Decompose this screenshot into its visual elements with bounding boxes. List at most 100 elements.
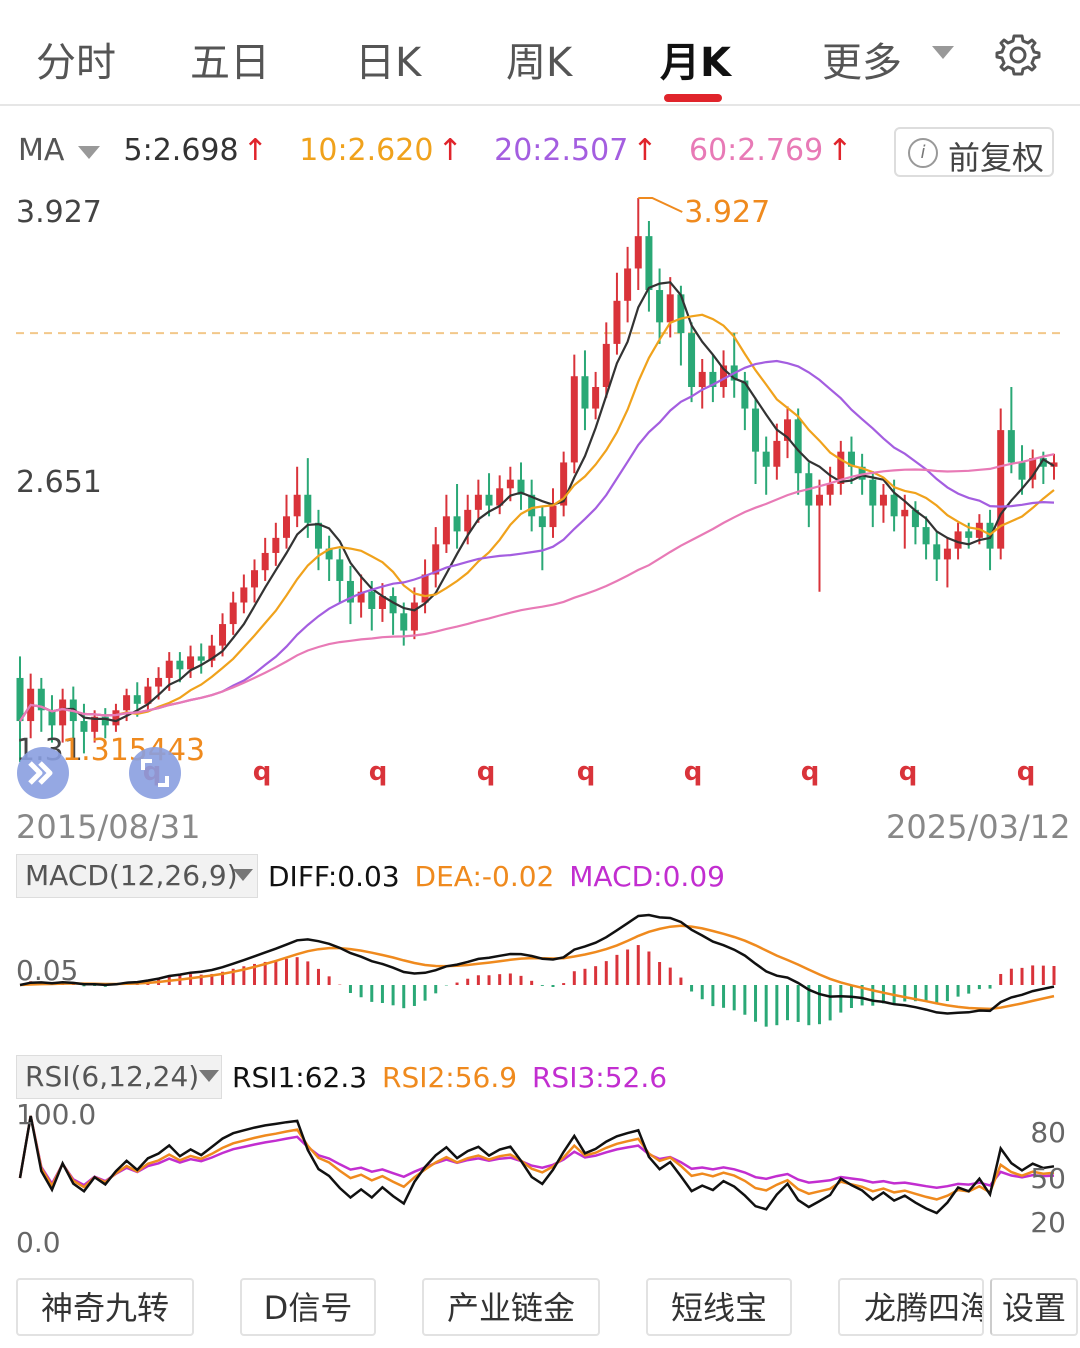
macd-diff: DIFF:0.03	[268, 860, 400, 893]
candle-body	[37, 688, 45, 711]
candle-body	[645, 236, 653, 291]
d-signal-button[interactable]: D信号	[240, 1278, 376, 1336]
rsi2-value: RSI2:56.9	[381, 1061, 518, 1094]
candle-body	[741, 380, 749, 409]
high-marker-pointer	[638, 197, 683, 213]
short-term-button[interactable]: 短线宝	[646, 1278, 792, 1336]
candle-body	[837, 451, 845, 484]
tab-monthly-k[interactable]: 月K	[660, 40, 731, 86]
candle-body	[464, 509, 472, 532]
q-marker: q	[477, 757, 496, 787]
candle-body	[570, 376, 578, 463]
candle-body	[688, 333, 696, 388]
candle-body	[251, 570, 259, 588]
candle-body	[208, 645, 216, 661]
candle-body	[123, 695, 131, 711]
tab-weekly-k[interactable]: 周K	[506, 40, 573, 86]
candle-body	[410, 602, 418, 631]
candle-body	[933, 544, 941, 560]
candle-body	[922, 527, 930, 545]
adjust-mode-button[interactable]: i 前复权	[894, 127, 1054, 177]
macd-chart[interactable]: 0.05	[0, 900, 1080, 1050]
start-date: 2015/08/31	[16, 808, 201, 846]
candle-body	[581, 376, 589, 409]
gear-icon[interactable]	[995, 32, 1041, 78]
candle-body	[144, 686, 152, 704]
ma-line-ma5	[19, 281, 1055, 723]
candle-body	[560, 462, 568, 506]
ma-line-ma60	[19, 453, 1055, 722]
rsi3-line	[18, 1115, 1055, 1189]
info-icon: i	[908, 138, 938, 168]
ma-selector[interactable]: MA	[18, 133, 65, 168]
candle-body	[304, 494, 312, 523]
q-marker: q	[253, 757, 272, 787]
rsi-chart[interactable]: 100.0 0.0 80 50 20	[0, 1100, 1080, 1260]
rsi-selector[interactable]: RSI(6,12,24)	[16, 1055, 222, 1099]
candle-body	[325, 548, 333, 560]
period-tabs: 分时 五日 日K 周K 月K 更多	[0, 0, 1080, 106]
candle-body	[549, 505, 557, 528]
dragon-button[interactable]: 龙腾四海	[838, 1278, 984, 1336]
tab-five-day[interactable]: 五日	[190, 40, 270, 86]
candle-body	[773, 440, 781, 467]
tab-intraday[interactable]: 分时	[36, 40, 116, 86]
candle-body	[357, 591, 365, 603]
candle-body	[155, 677, 163, 687]
candle-body	[474, 494, 482, 510]
candle-body	[293, 494, 301, 517]
caret-down-icon	[233, 869, 253, 881]
rsi-right-label: 20	[1030, 1206, 1066, 1239]
candle-body	[602, 343, 610, 388]
chevron-down-icon[interactable]	[932, 46, 954, 60]
zoom-frame-icon[interactable]	[128, 746, 182, 800]
candle-body	[336, 559, 344, 581]
adjust-mode-label: 前复权	[948, 139, 1045, 177]
active-tab-underline	[664, 94, 722, 102]
q-marker: q	[684, 757, 703, 787]
ma-line-ma20	[19, 359, 1055, 722]
caret-down-icon[interactable]	[77, 146, 100, 160]
macd-selector[interactable]: MACD(12,26,9)	[16, 854, 258, 898]
price-axis-label: 2.651	[16, 465, 102, 500]
rsi1-value: RSI1:62.3	[232, 1061, 368, 1094]
fast-forward-icon[interactable]	[16, 746, 70, 800]
candle-body	[847, 451, 855, 467]
macd-value: MACD:0.09	[569, 860, 725, 893]
candle-body	[997, 430, 1005, 549]
candle-body	[368, 591, 376, 609]
candle-body	[1050, 462, 1058, 467]
candle-body	[752, 408, 760, 452]
rsi-left-label: 0.0	[16, 1226, 61, 1259]
candle-body	[666, 294, 674, 323]
magic-nine-button[interactable]: 神奇九转	[16, 1278, 194, 1336]
ma5-value: 5:2.698 ↑	[123, 133, 268, 168]
industry-chain-button[interactable]: 产业链金	[422, 1278, 600, 1336]
tab-daily-k[interactable]: 日K	[355, 40, 422, 86]
candle-body	[613, 300, 621, 344]
q-marker: q	[577, 757, 596, 787]
candle-body	[506, 479, 514, 489]
candle-body	[378, 596, 386, 609]
candle-body	[784, 419, 792, 441]
candle-body	[165, 660, 173, 678]
q-marker: q	[899, 757, 918, 787]
candle-body	[890, 494, 898, 517]
candle-body	[677, 294, 685, 334]
candle-body	[954, 531, 962, 549]
macd-axis-label: 0.05	[16, 954, 78, 987]
candle-body	[261, 552, 269, 571]
macd-legend: DIFF:0.03 DEA:-0.02 MACD:0.09	[268, 860, 725, 893]
candle-body	[421, 574, 429, 603]
candle-body	[634, 236, 642, 269]
candle-body	[858, 466, 866, 480]
tab-more[interactable]: 更多	[822, 40, 902, 86]
settings-button[interactable]: 设置	[990, 1278, 1078, 1336]
candle-body	[485, 494, 493, 506]
ma10-value: 10:2.620 ↑	[299, 133, 463, 168]
candle-body	[282, 516, 290, 538]
candle-body	[453, 516, 461, 532]
candle-body	[1039, 458, 1047, 467]
candle-body	[528, 494, 536, 517]
